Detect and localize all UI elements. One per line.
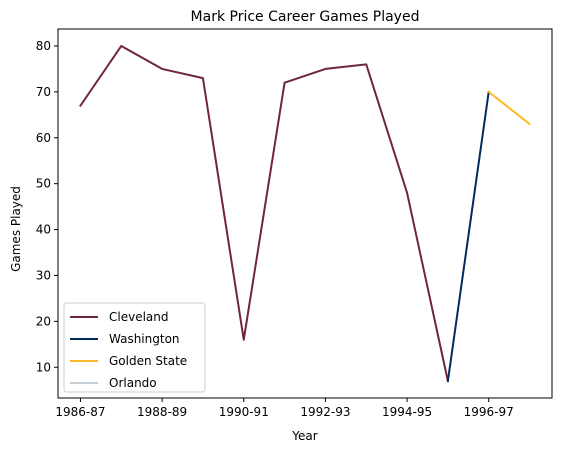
y-tick-label: 10: [36, 360, 51, 374]
x-tick-label: 1986-87: [55, 405, 105, 419]
x-tick-label: 1988-89: [137, 405, 187, 419]
y-axis-label: Games Played: [9, 186, 23, 272]
y-axis-ticks: 10 20 30 40 50 60 70 80: [36, 39, 58, 374]
series-lines: [79, 44, 531, 383]
series-line-cleveland: [79, 44, 450, 383]
y-tick-label: 70: [36, 85, 51, 99]
x-axis-ticks: 1986-87 1988-89 1990-91 1992-93 1994-95 1996-…: [55, 398, 514, 419]
legend: Cleveland Washington Golden State Orlando: [63, 302, 206, 393]
series-line-washington: [446, 90, 490, 383]
x-tick-label: 1994-95: [382, 405, 432, 419]
legend-label-orlando: Orlando: [109, 376, 157, 390]
chart-title: Mark Price Career Games Played: [191, 9, 420, 25]
x-tick-label: 1996-97: [464, 405, 514, 419]
y-tick-label: 80: [36, 39, 51, 53]
plot-frame: [57, 28, 553, 399]
x-tick-label: 1992-93: [300, 405, 350, 419]
legend-label-washington: Washington: [109, 332, 180, 346]
legend-items: Cleveland Washington Golden State Orlando: [70, 310, 187, 390]
y-tick-label: 40: [36, 223, 51, 237]
x-axis-label: Year: [291, 429, 317, 443]
legend-label-cleveland: Cleveland: [109, 310, 169, 324]
legend-box: [63, 302, 206, 393]
y-tick-label: 60: [36, 131, 51, 145]
y-tick-label: 20: [36, 314, 51, 328]
legend-label-golden-state: Golden State: [109, 354, 187, 368]
y-tick-label: 50: [36, 177, 51, 191]
series-line-golden-state: [487, 90, 531, 126]
y-tick-label: 30: [36, 268, 51, 282]
x-tick-label: 1990-91: [219, 405, 269, 419]
